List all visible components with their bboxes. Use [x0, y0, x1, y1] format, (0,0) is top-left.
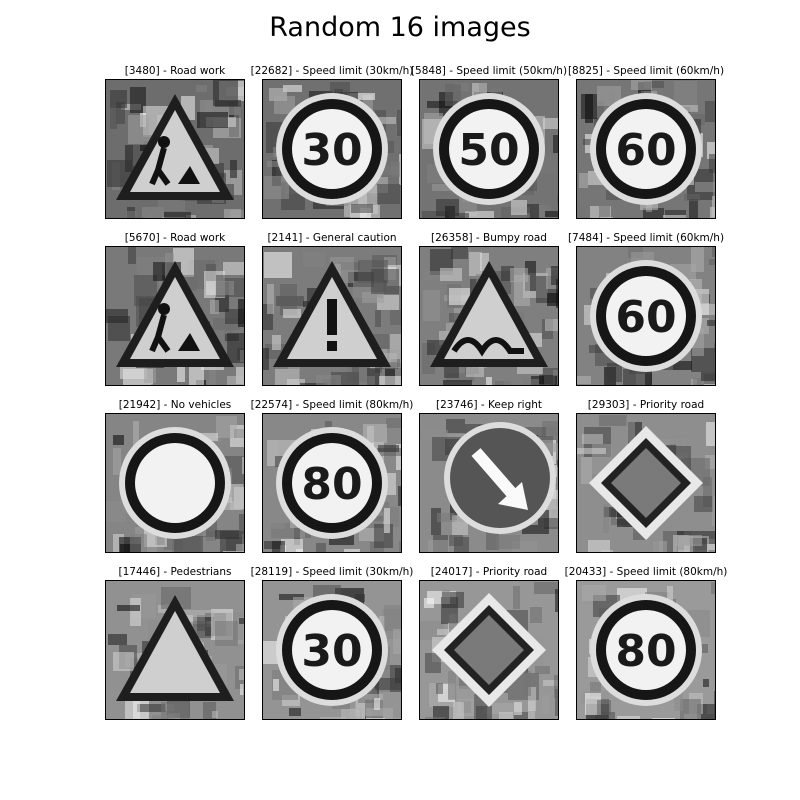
image-caption: [17446] - Pedestrians	[118, 566, 232, 578]
sign-image-svg	[106, 581, 244, 719]
image-caption: [5848] - Speed limit (50km/h)	[410, 65, 568, 77]
image-caption: [29303] - Priority road	[587, 399, 705, 411]
sign-glyph: 80	[615, 626, 676, 677]
traffic-sign-image: 80	[576, 580, 716, 720]
sign-shape	[116, 595, 234, 701]
sign-shape	[430, 261, 548, 367]
sign-shape: 30	[276, 594, 388, 706]
sign-image-svg	[420, 414, 558, 552]
sign-image-svg	[577, 414, 715, 552]
traffic-sign-image: 30	[262, 580, 402, 720]
sign-glyph: 30	[301, 626, 362, 677]
sign-shape	[589, 426, 703, 540]
sign-image-svg: 60	[577, 247, 715, 385]
sign-shape: 50	[433, 93, 545, 205]
traffic-sign-image	[105, 79, 245, 219]
traffic-sign-image	[419, 246, 559, 386]
sign-image-svg: 30	[263, 80, 401, 218]
image-caption: [22682] - Speed limit (30km/h)	[250, 65, 414, 77]
image-caption: [23746] - Keep right	[435, 399, 542, 411]
sign-shape: 80	[276, 427, 388, 539]
sign-image-svg	[263, 247, 401, 385]
sign-image-svg: 60	[577, 80, 715, 218]
sign-shape: 60	[590, 260, 702, 372]
sign-image-svg: 80	[263, 414, 401, 552]
sign-image-svg: 50	[420, 80, 558, 218]
traffic-sign-image	[576, 413, 716, 553]
image-caption: [8825] - Speed limit (60km/h)	[567, 65, 725, 77]
sign-shape	[432, 593, 546, 707]
image-caption: [21942] - No vehicles	[118, 399, 232, 411]
sign-image-svg	[106, 80, 244, 218]
traffic-sign-image	[419, 413, 559, 553]
sign-shape	[444, 422, 556, 534]
traffic-sign-image	[105, 413, 245, 553]
sign-image-svg: 30	[263, 581, 401, 719]
sign-image-svg	[106, 247, 244, 385]
sign-glyph: 30	[301, 125, 362, 176]
image-caption: [26358] - Bumpy road	[431, 232, 547, 244]
image-caption: [20433] - Speed limit (80km/h)	[564, 566, 728, 578]
sign-shape	[116, 94, 234, 200]
sign-image-svg	[106, 414, 244, 552]
image-caption: [7484] - Speed limit (60km/h)	[567, 232, 725, 244]
sign-glyph: 50	[458, 125, 519, 176]
traffic-sign-image: 60	[576, 79, 716, 219]
traffic-sign-image	[262, 246, 402, 386]
traffic-sign-image: 30	[262, 79, 402, 219]
sign-glyph: 80	[301, 459, 362, 510]
sign-shape	[273, 261, 391, 367]
image-caption: [2141] - General caution	[267, 232, 397, 244]
sign-shape	[119, 427, 231, 539]
traffic-sign-image: 60	[576, 246, 716, 386]
image-caption: [24017] - Priority road	[430, 566, 548, 578]
sign-shape: 30	[276, 93, 388, 205]
sign-image-svg	[420, 247, 558, 385]
image-caption: [3480] - Road work	[124, 65, 226, 77]
traffic-sign-image	[105, 246, 245, 386]
traffic-sign-image: 80	[262, 413, 402, 553]
sign-image-svg: 80	[577, 581, 715, 719]
image-caption: [22574] - Speed limit (80km/h)	[250, 399, 414, 411]
sign-image-svg	[420, 581, 558, 719]
traffic-sign-image	[419, 580, 559, 720]
sign-glyph: 60	[615, 125, 676, 176]
sign-shape	[116, 261, 234, 367]
sign-shape: 60	[590, 93, 702, 205]
traffic-sign-image	[105, 580, 245, 720]
sign-glyph: 60	[615, 292, 676, 343]
image-caption: [5670] - Road work	[124, 232, 226, 244]
sign-shape: 80	[590, 594, 702, 706]
image-caption: [28119] - Speed limit (30km/h)	[250, 566, 414, 578]
figure-title: Random 16 images	[269, 12, 531, 43]
traffic-sign-image: 50	[419, 79, 559, 219]
